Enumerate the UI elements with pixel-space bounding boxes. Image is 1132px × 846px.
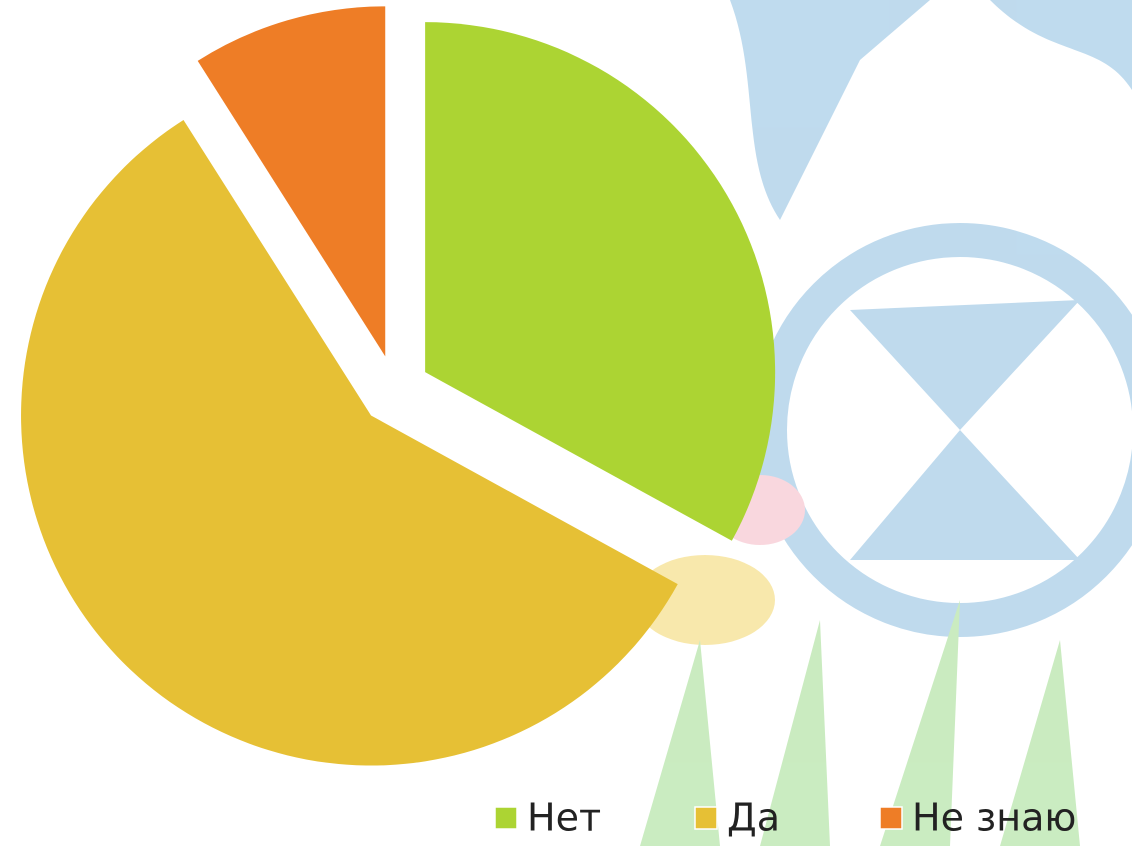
bg-flower: [635, 555, 775, 645]
bg-figure: [990, 0, 1132, 90]
legend-label: Нет: [527, 796, 601, 840]
pie-slice: [425, 22, 776, 541]
legend-swatch: [694, 806, 718, 830]
bg-grass: [640, 600, 1080, 846]
bg-wheel-spokes: [850, 300, 1080, 560]
pie-slice: [197, 6, 386, 357]
legend: Нет Да Не знаю: [494, 796, 1076, 840]
pie: [21, 6, 776, 766]
legend-label: Не знаю: [912, 796, 1076, 840]
legend-swatch: [494, 806, 518, 830]
bg-figure: [730, 0, 930, 220]
legend-swatch: [879, 806, 903, 830]
legend-label: Да: [727, 796, 780, 840]
bg-wheel: [753, 223, 1132, 637]
pie-slice: [21, 119, 678, 766]
